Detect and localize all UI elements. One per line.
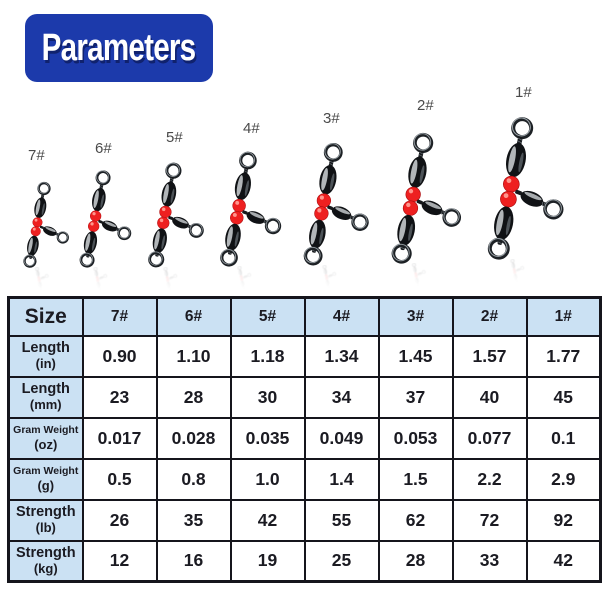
spec-cell: 1.5 — [377, 457, 454, 501]
row-label: Strength — [15, 544, 76, 561]
title-banner: Parameters — [25, 14, 213, 82]
spec-cell: 19 — [229, 539, 306, 583]
spec-cell: 0.5 — [81, 457, 158, 501]
swivel-photo-3 — [279, 140, 376, 291]
row-unit: (mm) — [29, 397, 62, 413]
spec-cell: 42 — [229, 498, 306, 542]
spec-cell: 92 — [525, 498, 602, 542]
row-label: Length — [21, 339, 70, 356]
spec-cell: 0.017 — [81, 416, 158, 460]
spec-cell: 55 — [303, 498, 380, 542]
size-label-3: 3# — [323, 110, 340, 127]
table-row-strength-kg: Strength (kg) 12 16 19 25 28 33 42 — [7, 539, 602, 583]
row-unit: (kg) — [33, 560, 58, 576]
spec-cell: 1.45 — [377, 334, 454, 378]
row-header-strength-kg: Strength (kg) — [7, 539, 84, 583]
swivel-photo-4 — [197, 149, 288, 292]
col-header-6: 6# — [155, 296, 232, 337]
row-unit: (lb) — [35, 520, 56, 536]
product-photos: 7# 6# 5# 4# 3# 2# 1# — [0, 82, 606, 296]
spec-cell: 0.049 — [303, 416, 380, 460]
spec-cell: 35 — [155, 498, 232, 542]
table-row-strength-lb: Strength (lb) 26 35 42 55 62 72 92 — [7, 498, 602, 542]
spec-cell: 26 — [81, 498, 158, 542]
spec-cell: 42 — [525, 539, 602, 583]
spec-cell: 1.18 — [229, 334, 306, 378]
row-header-weight-oz: Gram Weight (oz) — [7, 416, 84, 460]
col-header-7: 7# — [81, 296, 158, 337]
spec-cell: 0.1 — [525, 416, 602, 460]
spec-cell: 30 — [229, 375, 306, 419]
col-header-3: 3# — [377, 296, 454, 337]
spec-cell: 72 — [451, 498, 528, 542]
spec-cell: 1.10 — [155, 334, 232, 378]
spec-cell: 12 — [81, 539, 158, 583]
swivel-photo-1 — [459, 114, 572, 285]
spec-cell: 2.9 — [525, 457, 602, 501]
spec-cell: 25 — [303, 539, 380, 583]
spec-cell: 34 — [303, 375, 380, 419]
col-header-1: 1# — [525, 296, 602, 337]
row-header-weight-g: Gram Weight (g) — [7, 457, 84, 501]
size-label-7: 7# — [28, 147, 45, 164]
spec-cell: 45 — [525, 375, 602, 419]
row-header-strength-lb: Strength (lb) — [7, 498, 84, 542]
spec-cell: 1.0 — [229, 457, 306, 501]
spec-cell: 23 — [81, 375, 158, 419]
size-label-4: 4# — [243, 120, 260, 137]
row-unit: (oz) — [34, 436, 58, 452]
size-label-1: 1# — [515, 84, 532, 101]
table-row-weight-g: Gram Weight (g) 0.5 0.8 1.0 1.4 1.5 2.2 … — [7, 457, 602, 501]
col-header-size: Size — [7, 296, 84, 337]
size-label-6: 6# — [95, 140, 112, 157]
row-label: Length — [21, 380, 70, 397]
page-title: Parameters — [42, 26, 196, 69]
spec-cell: 0.028 — [155, 416, 232, 460]
row-label: Strength — [15, 503, 76, 520]
spec-cell: 0.053 — [377, 416, 454, 460]
col-header-5: 5# — [229, 296, 306, 337]
spec-cell: 37 — [377, 375, 454, 419]
spec-table: Size 7# 6# 5# 4# 3# 2# 1# Length (in) 0.… — [7, 296, 602, 583]
size-label-2: 2# — [417, 97, 434, 114]
table-row-length-in: Length (in) 0.90 1.10 1.18 1.34 1.45 1.5… — [7, 334, 602, 378]
row-header-length-in: Length (in) — [7, 334, 84, 378]
spec-cell: 0.8 — [155, 457, 232, 501]
spec-cell: 0.035 — [229, 416, 306, 460]
spec-cell: 16 — [155, 539, 232, 583]
row-label: Gram Weight — [13, 465, 79, 478]
swivel-photo-2 — [365, 130, 469, 289]
row-unit: (in) — [35, 356, 56, 372]
spec-cell: 2.2 — [451, 457, 528, 501]
spec-cell: 1.57 — [451, 334, 528, 378]
swivel-photo-6 — [60, 168, 137, 293]
spec-cell: 1.77 — [525, 334, 602, 378]
spec-cell: 28 — [377, 539, 454, 583]
spec-cell: 1.34 — [303, 334, 380, 378]
spec-cell: 1.4 — [303, 457, 380, 501]
size-label-5: 5# — [166, 129, 183, 146]
spec-cell: 33 — [451, 539, 528, 583]
table-row-weight-oz: Gram Weight (oz) 0.017 0.028 0.035 0.049… — [7, 416, 602, 460]
spec-cell: 40 — [451, 375, 528, 419]
table-header-row: Size 7# 6# 5# 4# 3# 2# 1# — [7, 296, 602, 337]
row-label: Gram Weight — [13, 424, 79, 437]
row-unit: (g) — [37, 477, 55, 493]
spec-cell: 0.077 — [451, 416, 528, 460]
table-row-length-mm: Length (mm) 23 28 30 34 37 40 45 — [7, 375, 602, 419]
col-header-2: 2# — [451, 296, 528, 337]
spec-cell: 0.90 — [81, 334, 158, 378]
col-header-4: 4# — [303, 296, 380, 337]
row-header-length-mm: Length (mm) — [7, 375, 84, 419]
spec-cell: 28 — [155, 375, 232, 419]
spec-cell: 62 — [377, 498, 454, 542]
